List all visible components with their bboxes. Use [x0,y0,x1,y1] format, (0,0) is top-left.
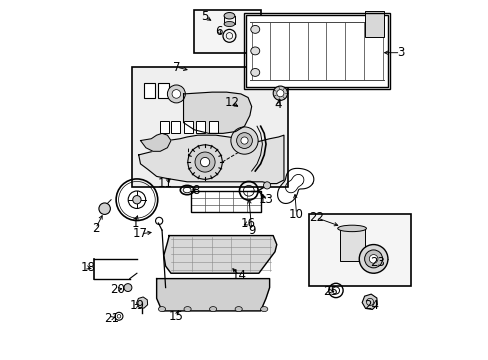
Bar [158,83,169,98]
Ellipse shape [337,225,366,231]
Ellipse shape [250,47,259,55]
Circle shape [200,157,209,167]
Ellipse shape [224,22,234,27]
Text: 11: 11 [158,177,173,190]
Bar [244,13,389,89]
Text: 1: 1 [131,216,139,230]
Polygon shape [139,135,284,184]
Circle shape [368,255,377,263]
Bar [208,121,217,134]
Polygon shape [163,235,276,273]
Polygon shape [362,294,377,310]
Circle shape [132,195,141,204]
Bar [364,12,384,37]
Ellipse shape [235,307,242,312]
Circle shape [364,250,382,268]
Circle shape [195,152,215,172]
Bar [171,121,180,134]
Text: 15: 15 [168,310,183,323]
Text: 13: 13 [258,193,273,206]
Text: 5: 5 [201,10,208,23]
Polygon shape [136,297,147,308]
Text: 4: 4 [274,98,282,111]
Bar [339,228,364,261]
Circle shape [359,244,387,273]
Bar [194,10,260,53]
Text: 12: 12 [224,96,239,109]
Text: 21: 21 [104,311,119,325]
Circle shape [167,85,185,103]
Polygon shape [156,279,269,311]
Bar [183,121,192,134]
Text: 18: 18 [81,261,96,274]
Text: 8: 8 [192,184,200,197]
Circle shape [99,203,110,215]
Circle shape [276,90,284,97]
Text: 6: 6 [215,25,222,38]
Bar [246,15,387,87]
Ellipse shape [224,13,234,19]
Polygon shape [183,92,251,134]
Text: 23: 23 [369,256,384,269]
Circle shape [241,137,247,144]
Text: 3: 3 [396,46,404,59]
Ellipse shape [250,68,259,76]
Ellipse shape [183,307,191,312]
Bar [160,121,169,134]
Bar [196,121,204,134]
Text: 24: 24 [364,299,379,312]
Text: 17: 17 [133,227,148,240]
Bar [308,214,410,286]
Bar [131,67,287,187]
Circle shape [273,86,287,100]
Text: 22: 22 [308,211,323,224]
Bar [190,192,260,212]
Ellipse shape [158,307,165,312]
Text: 20: 20 [109,283,124,296]
Ellipse shape [209,307,216,312]
Circle shape [263,182,270,189]
Circle shape [172,90,180,98]
Ellipse shape [250,26,259,33]
Ellipse shape [260,307,267,312]
Text: 14: 14 [231,269,246,282]
Text: 2: 2 [92,222,99,235]
Text: 25: 25 [323,285,337,298]
Circle shape [236,133,252,148]
Circle shape [187,145,222,179]
Circle shape [124,284,132,292]
Polygon shape [140,134,171,151]
Text: 7: 7 [172,60,180,73]
Circle shape [230,127,258,154]
Text: 10: 10 [288,208,304,221]
Bar [144,83,155,98]
Text: 16: 16 [240,216,255,230]
Text: 19: 19 [129,299,144,312]
Text: 9: 9 [247,224,255,237]
